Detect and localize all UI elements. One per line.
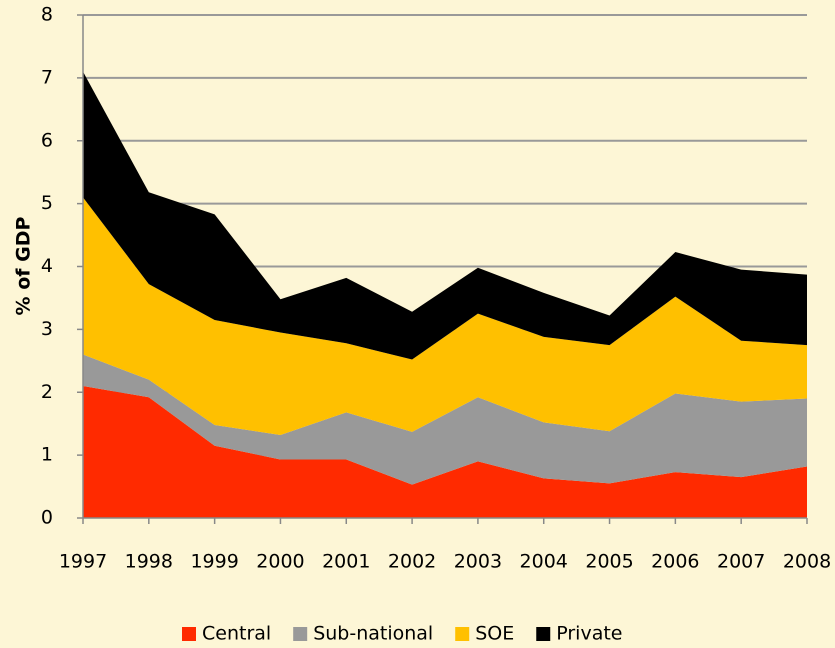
legend-label: Private <box>556 623 622 645</box>
x-tick-label: 1997 <box>59 551 107 573</box>
x-tick-label: 1999 <box>190 551 238 573</box>
legend-swatch <box>182 627 196 641</box>
legend-label: Sub-national <box>313 623 433 645</box>
x-tick-label: 2006 <box>651 551 699 573</box>
y-tick-label: 5 <box>41 192 53 214</box>
y-tick-label: 7 <box>41 66 53 88</box>
legend-swatch <box>293 627 308 641</box>
y-tick-label: 1 <box>41 444 53 466</box>
y-axis-label: % of GDP <box>13 216 35 315</box>
y-tick-label: 6 <box>41 129 53 151</box>
area <box>83 354 807 485</box>
legend-swatch <box>455 627 470 641</box>
area <box>83 71 807 360</box>
legend-label: SOE <box>475 623 514 645</box>
y-tick-label: 8 <box>41 4 53 26</box>
y-tick-label: 4 <box>41 255 53 277</box>
x-tick-label: 1998 <box>125 551 173 573</box>
legend-swatch <box>536 627 551 641</box>
y-tick-label: 0 <box>41 507 53 529</box>
x-tick-label: 2007 <box>717 551 765 573</box>
x-tick-label: 2000 <box>256 551 304 573</box>
y-tick-label: 2 <box>41 381 53 403</box>
x-tick-label: 2005 <box>585 551 633 573</box>
x-tick-label: 2008 <box>783 551 831 573</box>
x-tick-label: 2002 <box>388 551 436 573</box>
legend-label: Central <box>202 623 271 645</box>
y-tick-label: 3 <box>41 318 53 340</box>
x-tick-label: 2003 <box>454 551 502 573</box>
area <box>83 197 807 436</box>
x-tick-label: 2004 <box>520 551 568 573</box>
x-tick-label: 2001 <box>322 551 370 573</box>
area <box>83 385 807 518</box>
